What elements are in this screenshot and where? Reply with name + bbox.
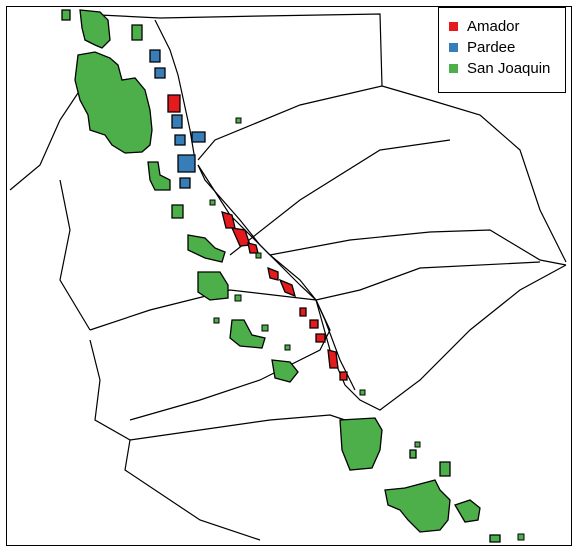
legend-label-san-joaquin: San Joaquin <box>467 60 551 77</box>
boundary-east-2 <box>269 229 567 266</box>
boundary-west-2 <box>59 179 91 331</box>
sj-parcel-mid-6 <box>271 359 299 383</box>
pardee-parcel-3 <box>171 114 183 129</box>
sj-parcel-south-large <box>339 417 383 471</box>
san-joaquin-parcels <box>61 9 501 543</box>
pardee-parcels <box>149 49 206 189</box>
pardee-parcel-1 <box>149 49 161 63</box>
legend-label-pardee: Pardee <box>467 39 516 56</box>
amador-parcel-3 <box>230 227 251 247</box>
small-parcels <box>209 117 525 541</box>
region-boundaries <box>9 13 567 541</box>
amador-parcel-5 <box>267 266 279 281</box>
sj-parcel-south-5 <box>489 534 501 543</box>
sj-parcel-mid-2 <box>171 204 184 219</box>
legend-swatch-san-joaquin <box>449 64 458 73</box>
pardee-parcel-2 <box>154 67 166 79</box>
legend: Amador Pardee San Joaquin <box>438 7 566 93</box>
sj-parcel-mid-3 <box>187 234 226 263</box>
amador-parcels <box>167 94 348 381</box>
amador-parcel-2 <box>221 211 236 229</box>
sj-parcel-small-2 <box>131 24 143 41</box>
legend-item-amador: Amador <box>449 16 565 37</box>
boundary-center-east <box>381 85 567 263</box>
sj-parcel-south-4 <box>439 461 451 477</box>
amador-parcel-1 <box>167 94 181 113</box>
amador-parcel-6 <box>278 278 296 298</box>
sj-parcel-small-1 <box>61 9 71 21</box>
legend-swatch-amador <box>449 22 458 31</box>
pardee-parcel-6 <box>177 154 196 173</box>
boundary-west <box>9 89 81 191</box>
sj-parcel-south-6 <box>409 449 417 459</box>
amador-parcel-10 <box>327 349 339 369</box>
legend-label-amador: Amador <box>467 18 520 35</box>
pardee-parcel-7 <box>179 177 191 189</box>
sj-parcel-large-west <box>74 51 153 154</box>
pardee-parcel-5 <box>191 131 206 143</box>
amador-parcel-4 <box>247 242 259 254</box>
amador-parcel-9 <box>315 333 326 343</box>
amador-parcel-11 <box>339 371 348 381</box>
sj-parcel-northwest <box>79 9 111 49</box>
sj-parcel-south-3 <box>454 499 481 523</box>
boundary-corridor <box>197 164 356 391</box>
pardee-parcel-4 <box>174 134 186 146</box>
boundary-south <box>129 414 346 441</box>
boundary-south-west <box>89 339 261 541</box>
legend-item-san-joaquin: San Joaquin <box>449 58 565 79</box>
amador-parcel-7 <box>299 307 307 317</box>
sj-parcel-mid-5 <box>229 319 266 349</box>
sj-parcel-mid-4 <box>197 271 229 301</box>
boundary-mid-east <box>229 139 451 256</box>
legend-item-pardee: Pardee <box>449 37 565 58</box>
amador-parcel-8 <box>309 319 319 329</box>
sj-parcel-mid-1 <box>147 161 171 191</box>
boundary-north <box>99 13 383 161</box>
boundary-south-mid <box>129 299 331 421</box>
sj-parcel-south-2 <box>384 479 451 533</box>
legend-swatch-pardee <box>449 43 458 52</box>
